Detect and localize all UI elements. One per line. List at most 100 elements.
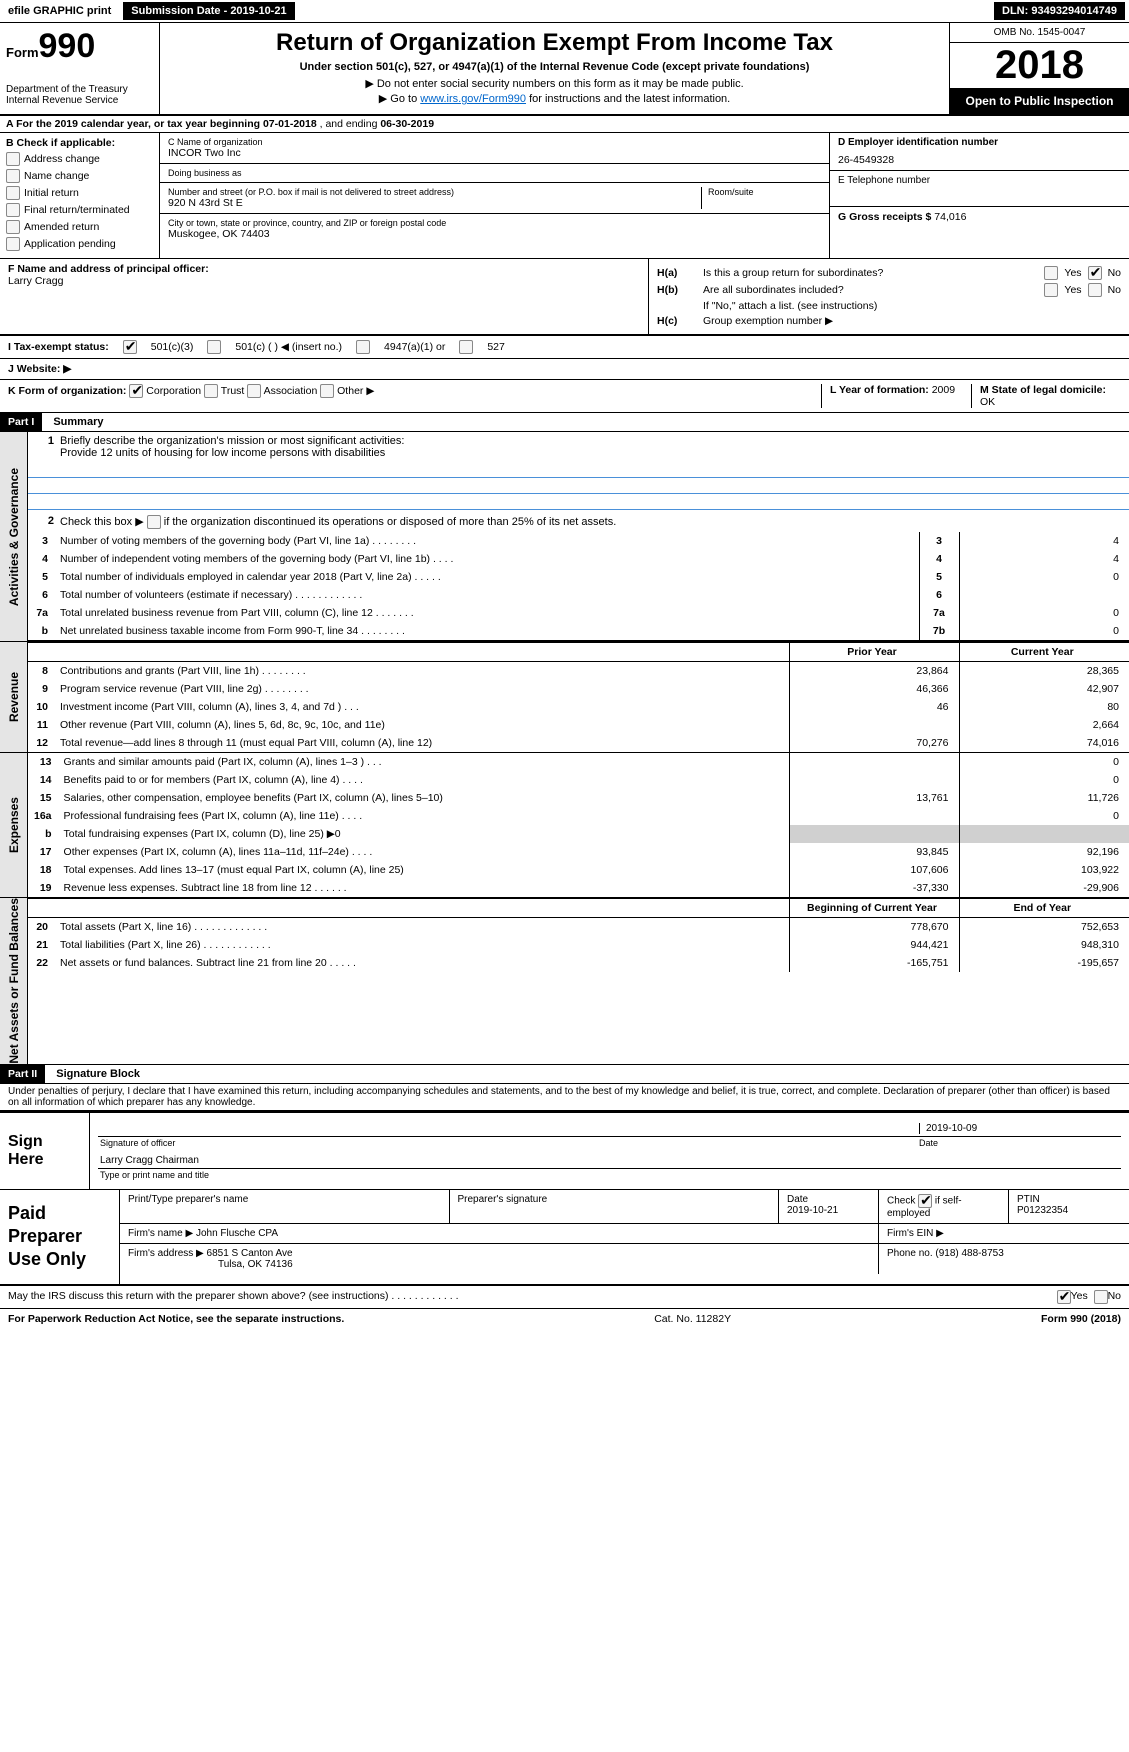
gov-table: 3Number of voting members of the governi… <box>28 532 1129 640</box>
sig-lbl: Signature of officer <box>100 1138 919 1148</box>
paid-preparer: Paid Preparer Use Only Print/Type prepar… <box>0 1190 1129 1286</box>
v3: 4 <box>959 532 1129 550</box>
opt-name: Name change <box>24 170 89 182</box>
exp-table: 13Grants and similar amounts paid (Part … <box>28 753 1129 897</box>
cb-4947[interactable] <box>356 340 370 354</box>
rowa-lbl: A For the 2019 calendar year, or tax yea… <box>6 118 263 130</box>
form-990-num: 990 <box>39 27 96 65</box>
col-eoy: End of Year <box>959 899 1129 918</box>
phone-lbl: E Telephone number <box>838 175 1121 186</box>
net-table: Beginning of Current YearEnd of Year 20T… <box>28 898 1129 972</box>
opt-addr: Address change <box>24 153 100 165</box>
k-o3: Association <box>264 385 318 397</box>
row-i: I Tax-exempt status: 501(c)(3) 501(c) ( … <box>0 335 1129 359</box>
col-b: B Check if applicable: Address change Na… <box>0 133 160 258</box>
cb-discuss-yes[interactable] <box>1057 1290 1071 1304</box>
cb-other[interactable] <box>320 384 334 398</box>
sec-revenue: Revenue Prior YearCurrent Year 8Contribu… <box>0 641 1129 752</box>
city-lbl: City or town, state or province, country… <box>168 218 821 228</box>
i-o1: 501(c)(3) <box>151 341 194 353</box>
v5: 0 <box>959 568 1129 586</box>
ptin: P01232354 <box>1017 1205 1068 1216</box>
ein-val: 26-4549328 <box>838 154 1121 166</box>
cb-discontinued[interactable] <box>147 515 161 529</box>
i-o3: 4947(a)(1) or <box>384 341 445 353</box>
firm-addr1: 6851 S Canton Ave <box>207 1248 293 1259</box>
part1-header: Part I Summary <box>0 413 1129 432</box>
addr-lbl: Number and street (or P.O. box if mail i… <box>168 187 701 197</box>
efile-label: efile GRAPHIC print <box>4 3 115 19</box>
cb-discuss-no[interactable] <box>1094 1290 1108 1304</box>
paid-lbl: Paid Preparer Use Only <box>0 1190 120 1284</box>
hb-note: If "No," attach a list. (see instruction… <box>703 300 877 312</box>
org-city: Muskogee, OK 74403 <box>168 228 821 240</box>
row-a: A For the 2019 calendar year, or tax yea… <box>0 116 1129 133</box>
part2-header: Part II Signature Block <box>0 1065 1129 1084</box>
part2-bar: Part II <box>0 1065 45 1083</box>
dept-label: Department of the Treasury Internal Reve… <box>6 84 153 106</box>
cb-amended[interactable] <box>6 220 20 234</box>
ha-no: No <box>1108 267 1121 279</box>
col-c: C Name of organization INCOR Two Inc Doi… <box>160 133 829 258</box>
col-d-e-g: D Employer identification number 26-4549… <box>829 133 1129 258</box>
cb-hb-yes[interactable] <box>1044 283 1058 297</box>
foot-r-pre: Form <box>1041 1313 1070 1325</box>
form-title: Return of Organization Exempt From Incom… <box>166 29 943 57</box>
cb-corp[interactable] <box>129 384 143 398</box>
year-end: 06-30-2019 <box>380 118 434 130</box>
firm-name-lbl: Firm's name ▶ <box>128 1228 193 1239</box>
rowa-mid: , and ending <box>317 118 381 130</box>
part2-title: Signature Block <box>48 1065 148 1083</box>
hb-yes: Yes <box>1064 284 1081 296</box>
k-o2: Trust <box>221 385 245 397</box>
firm-addr-lbl: Firm's address ▶ <box>128 1248 204 1259</box>
cb-ha-yes[interactable] <box>1044 266 1058 280</box>
s3-pre: ▶ Go to <box>379 93 420 105</box>
l1-val: Provide 12 units of housing for low inco… <box>60 447 385 459</box>
subtitle-3: ▶ Go to www.irs.gov/Form990 for instruct… <box>166 92 943 105</box>
cb-addr-change[interactable] <box>6 152 20 166</box>
firm-name: John Flusche CPA <box>196 1228 278 1239</box>
cb-selfemp[interactable] <box>918 1194 932 1208</box>
sec-netassets: Net Assets or Fund Balances Beginning of… <box>0 897 1129 1065</box>
irs-link[interactable]: www.irs.gov/Form990 <box>420 93 526 105</box>
hc-q: Group exemption number ▶ <box>703 315 833 327</box>
side-net: Net Assets or Fund Balances <box>7 898 21 1064</box>
date-lbl: Date <box>919 1138 1119 1148</box>
cb-assoc[interactable] <box>247 384 261 398</box>
m-val: OK <box>980 396 995 408</box>
org-addr: 920 N 43rd St E <box>168 197 701 209</box>
name-lbl: Type or print name and title <box>98 1169 1121 1181</box>
v7b: 0 <box>959 622 1129 640</box>
omb-number: OMB No. 1545-0047 <box>950 23 1129 43</box>
form-number: Form990 <box>6 27 153 66</box>
prep-date: 2019-10-21 <box>787 1205 838 1216</box>
submission-date: Submission Date - 2019-10-21 <box>123 2 294 20</box>
cb-501c[interactable] <box>207 340 221 354</box>
k-o1: Corporation <box>146 385 201 397</box>
cb-501c3[interactable] <box>123 340 137 354</box>
d-no: No <box>1108 1290 1121 1304</box>
rev-table: Prior YearCurrent Year 8Contributions an… <box>28 642 1129 752</box>
cb-527[interactable] <box>459 340 473 354</box>
cb-ha-no[interactable] <box>1088 266 1102 280</box>
i-o2: 501(c) ( ) ◀ (insert no.) <box>235 341 342 353</box>
cb-pending[interactable] <box>6 237 20 251</box>
cb-final[interactable] <box>6 203 20 217</box>
cb-initial[interactable] <box>6 186 20 200</box>
l4: Number of independent voting members of … <box>54 550 919 568</box>
gross-val: 74,016 <box>934 211 966 223</box>
cb-name-change[interactable] <box>6 169 20 183</box>
cb-hb-no[interactable] <box>1088 283 1102 297</box>
v4: 4 <box>959 550 1129 568</box>
col-cy: Current Year <box>959 643 1129 662</box>
k-lbl: K Form of organization: <box>8 385 126 397</box>
cb-trust[interactable] <box>204 384 218 398</box>
col-bcy: Beginning of Current Year <box>789 899 959 918</box>
perjury-text: Under penalties of perjury, I declare th… <box>0 1084 1129 1111</box>
public-inspection: Open to Public Inspection <box>950 88 1129 114</box>
v7a: 0 <box>959 604 1129 622</box>
foot-c: Cat. No. 11282Y <box>654 1313 731 1325</box>
f-lbl: F Name and address of principal officer: <box>8 263 209 275</box>
foot-r-post: (2018) <box>1088 1313 1121 1325</box>
